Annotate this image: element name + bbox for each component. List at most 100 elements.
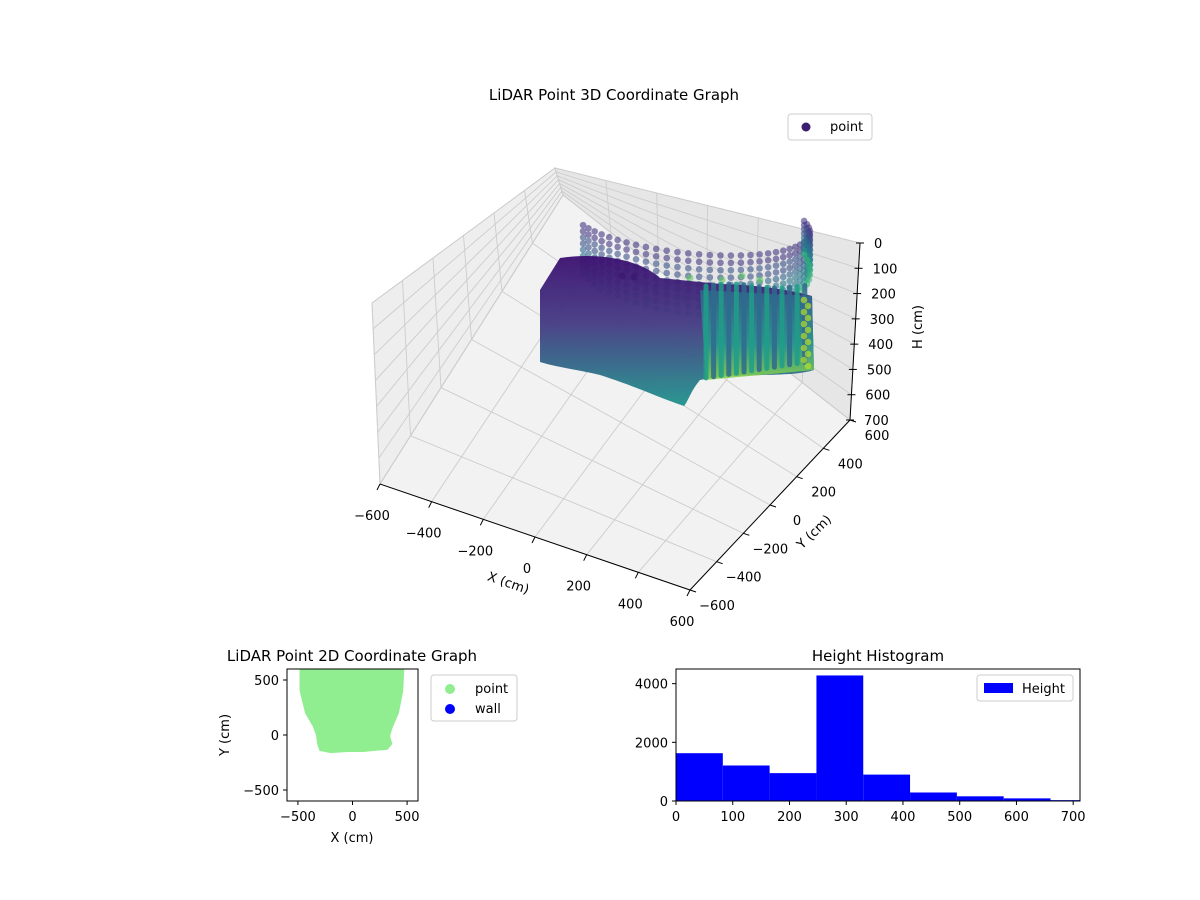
cloud-point [706, 259, 714, 266]
cloud-point [642, 251, 650, 258]
cloud-point [737, 259, 745, 266]
cloud-point [652, 245, 660, 253]
cloud-point [684, 250, 692, 257]
cloud-point [772, 275, 780, 283]
x-tick-label-histogram: 0 [672, 810, 680, 825]
cloud-point [747, 258, 754, 266]
cloud-point [591, 241, 598, 248]
legend-histogram-swatch [984, 683, 1013, 693]
cloud-point [804, 362, 812, 370]
cloud-point [674, 256, 681, 263]
chart-3d-title: LiDAR Point 3D Coordinate Graph [489, 86, 739, 104]
point-cloud-front [703, 281, 812, 381]
cloud-point [663, 247, 671, 254]
x-tick-label-histogram: 600 [1004, 810, 1029, 825]
cloud-point [591, 247, 598, 255]
x-tick-mark [428, 501, 433, 508]
cloud-point [764, 270, 772, 278]
cloud-point [779, 267, 787, 274]
cloud-point [800, 308, 808, 316]
cloud-point [684, 265, 692, 272]
cloud-point [598, 231, 605, 238]
cloud-point [764, 263, 772, 271]
y-tick-label-2d: −500 [243, 784, 279, 799]
x-tick-label-2d: −500 [280, 810, 316, 825]
cloud-point [579, 246, 587, 253]
x-tick-mark [634, 572, 639, 579]
legend-2d-label-point: point [475, 682, 508, 697]
grid-line-z [372, 171, 859, 330]
legend-3d: point [787, 113, 873, 141]
cloud-point [695, 273, 703, 281]
cloud-point [642, 258, 650, 265]
cloud-point [652, 260, 660, 268]
cloud-point [674, 248, 681, 256]
histogram-bar [1003, 798, 1051, 801]
cloud-point [772, 255, 780, 263]
cloud-point [786, 271, 793, 278]
cloud-point [579, 234, 587, 241]
y-tick-mark [769, 504, 777, 508]
cloud-point [717, 259, 724, 267]
histogram-bar [956, 796, 1004, 801]
cloud-point [686, 274, 694, 282]
grid-line-z [371, 167, 861, 304]
z-tick-label-3d: 500 [867, 363, 892, 378]
cloud-point [779, 273, 787, 281]
cloud-point [747, 251, 754, 259]
histogram-title: Height Histogram [812, 647, 944, 665]
cloud-point [800, 251, 808, 259]
y-tick-label-3d: 400 [838, 457, 863, 472]
z-tick-label-3d: 100 [873, 262, 898, 277]
cloud-point [786, 258, 793, 265]
cloud-point [585, 250, 592, 257]
x-tick-label-histogram: 500 [947, 810, 972, 825]
z-tick-label-3d: 600 [865, 389, 890, 404]
cloud-point [792, 274, 799, 282]
cloud-point [663, 254, 671, 262]
x-tick-label-3d: −400 [406, 527, 442, 542]
x-tick-label-3d: 0 [523, 562, 531, 577]
y-tick-label-2d: 500 [254, 674, 279, 689]
histogram-bars [676, 675, 1080, 801]
cloud-point [756, 276, 764, 284]
legend-3d-label-point: point [830, 120, 863, 135]
cloud-point [786, 252, 793, 259]
chart-3d: LiDAR Point 3D Coordinate Graph −600 −600… [354, 86, 926, 630]
cloud-point [632, 241, 640, 249]
y-tick-mark [716, 561, 723, 565]
cloud-point [772, 269, 780, 276]
y-tick-mark [796, 476, 803, 480]
y-tick-mark [689, 589, 697, 593]
plot-frame-histogram [675, 668, 1081, 802]
x-tick-label-3d: −600 [354, 509, 390, 524]
z-tick-label-3d: 700 [864, 414, 889, 429]
cloud-point [772, 262, 780, 269]
y-tick-mark [743, 532, 750, 536]
legend-3d-frame [787, 113, 873, 141]
x-tick-mark [531, 536, 536, 544]
cloud-point [756, 265, 763, 272]
cloud-point [706, 251, 714, 259]
cloud-point [695, 265, 703, 273]
chart-2d-title: LiDAR Point 2D Coordinate Graph [227, 647, 477, 665]
x-tick-label-histogram: 100 [720, 810, 745, 825]
cloud-point [706, 274, 714, 281]
cloud-point [727, 274, 735, 281]
grid-line-z [375, 179, 856, 381]
x-tick-mark [479, 519, 484, 526]
x-tick-label-2d: 500 [395, 810, 420, 825]
y-tick-label-histogram: 4000 [635, 678, 668, 693]
cloud-point [623, 253, 630, 261]
cloud-point [800, 296, 808, 304]
legend-2d-marker-point [445, 684, 455, 694]
x-tick-mark [583, 554, 588, 561]
x-tick-label-histogram: 700 [1061, 810, 1086, 825]
x-tick-label-histogram: 400 [891, 810, 916, 825]
cloud-point [727, 252, 735, 259]
y-tick-label-3d: 600 [865, 429, 890, 444]
cloud-point [591, 234, 598, 242]
cloud-point [747, 273, 754, 280]
x-tick-label-3d: 200 [566, 580, 591, 595]
cloud-point [674, 263, 681, 271]
